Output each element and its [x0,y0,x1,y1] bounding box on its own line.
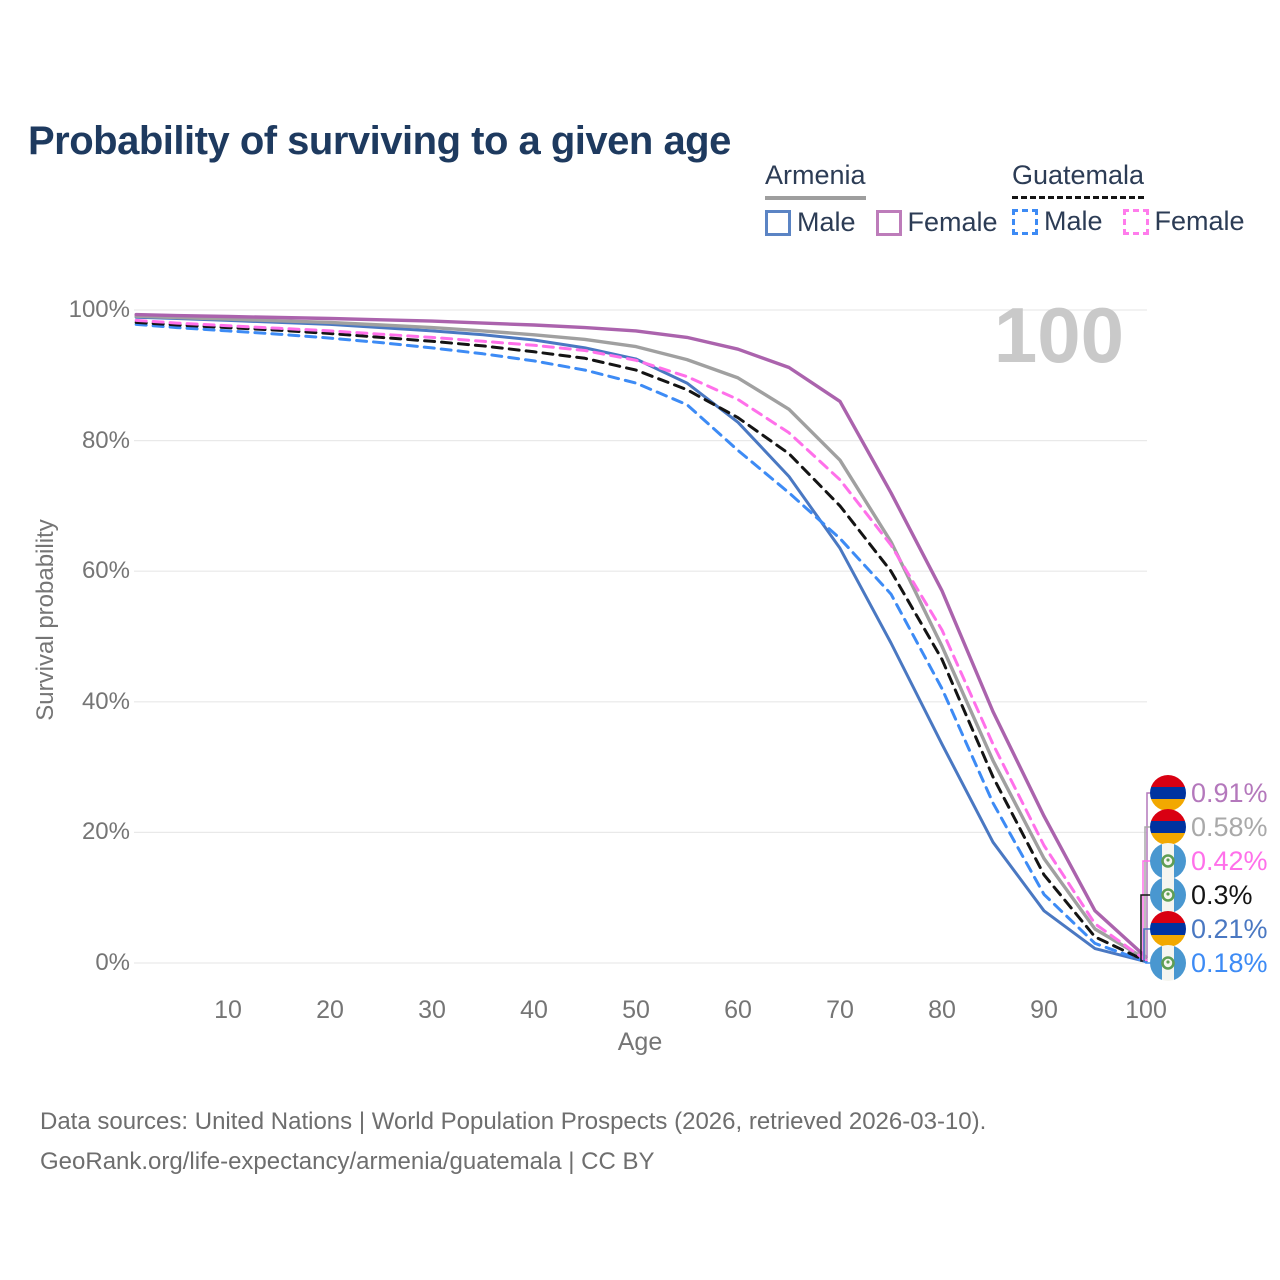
end-label-armenia-female: 0.91% [1150,775,1268,811]
y-tick-label: 40% [81,687,130,715]
x-tick-label: 90 [1030,996,1058,1024]
end-value-label: 0.42% [1191,845,1268,876]
y-tick-label: 60% [81,557,130,585]
series-guatemala-male[interactable] [134,322,1148,964]
leader-line-armenia-male [1143,928,1154,963]
x-tick-label: 50 [622,996,650,1024]
end-value-label: 0.91% [1191,777,1268,808]
armenia-flag-icon [1150,775,1186,811]
leader-line-guatemala-total [1140,894,1154,962]
end-label-armenia-total: 0.58% [1150,809,1268,845]
end-value-label: 0.3% [1191,879,1253,910]
legend-item-guatemala-male[interactable]: Male [1012,206,1103,237]
end-label-armenia-male: 0.21% [1150,911,1268,947]
legend-item-guatemala-female[interactable]: Female [1122,206,1245,237]
x-tick-label: 80 [928,996,956,1024]
x-tick-label: 70 [826,996,854,1024]
series-armenia-female[interactable] [134,312,1148,959]
y-tick-label: 20% [81,818,130,846]
legend-country-armenia[interactable]: Armenia [765,160,866,200]
hovered-age-watermark: 100 [993,291,1124,379]
armenia-male-swatch-icon[interactable] [765,209,791,236]
end-value-label: 0.18% [1191,947,1268,978]
armenia-flag-icon [1150,911,1186,947]
page-title: Probability of surviving to a given age [28,118,731,163]
x-tick-label: 40 [520,996,548,1024]
armenia-flag-icon [1150,809,1186,845]
x-tick-label: 20 [316,996,344,1024]
guatemala-male-swatch-icon[interactable] [1012,208,1038,235]
guatemala-flag-icon [1150,843,1186,879]
end-value-label: 0.58% [1191,811,1268,842]
guatemala-flag-icon [1150,945,1186,981]
end-value-label: 0.21% [1191,913,1268,944]
series-guatemala-female[interactable] [134,318,1148,962]
footer-source-url[interactable]: GeoRank.org/life-expectancy/armenia/guat… [40,1148,655,1175]
legend-item-label: Male [797,207,856,237]
legend-item-label: Male [1044,206,1103,236]
x-tick-label: 30 [418,996,446,1024]
series-armenia-male[interactable] [134,315,1148,964]
end-label-guatemala-female: 0.42% [1150,843,1268,879]
footer-data-sources: Data sources: United Nations | World Pop… [40,1108,987,1135]
armenia-female-swatch-icon[interactable] [875,209,902,236]
series-armenia-total[interactable] [134,314,1148,961]
end-label-guatemala-total: 0.3% [1150,877,1253,913]
y-tick-label: 80% [81,426,130,454]
guatemala-flag-icon [1150,877,1186,913]
y-tick-label: 100% [68,296,130,323]
series-guatemala-total[interactable] [134,320,1148,963]
legend-group-guatemala: Guatemala Male Female [1012,160,1245,237]
guatemala-female-swatch-icon[interactable] [1122,208,1149,235]
x-axis-label: Age [617,1028,663,1056]
y-tick-label: 0% [95,949,130,976]
x-tick-label: 10 [214,996,242,1024]
legend-group-armenia: Armenia Male Female [765,160,998,238]
legend-item-label: Female [907,207,998,237]
x-tick-label: 100 [1125,996,1167,1024]
legend-item-label: Female [1154,206,1245,236]
end-label-guatemala-male: 0.18% [1150,945,1268,981]
legend-country-guatemala[interactable]: Guatemala [1012,160,1145,199]
x-tick-label: 60 [724,996,752,1024]
legend-item-armenia-female[interactable]: Female [875,207,998,238]
legend-item-armenia-male[interactable]: Male [765,207,856,238]
